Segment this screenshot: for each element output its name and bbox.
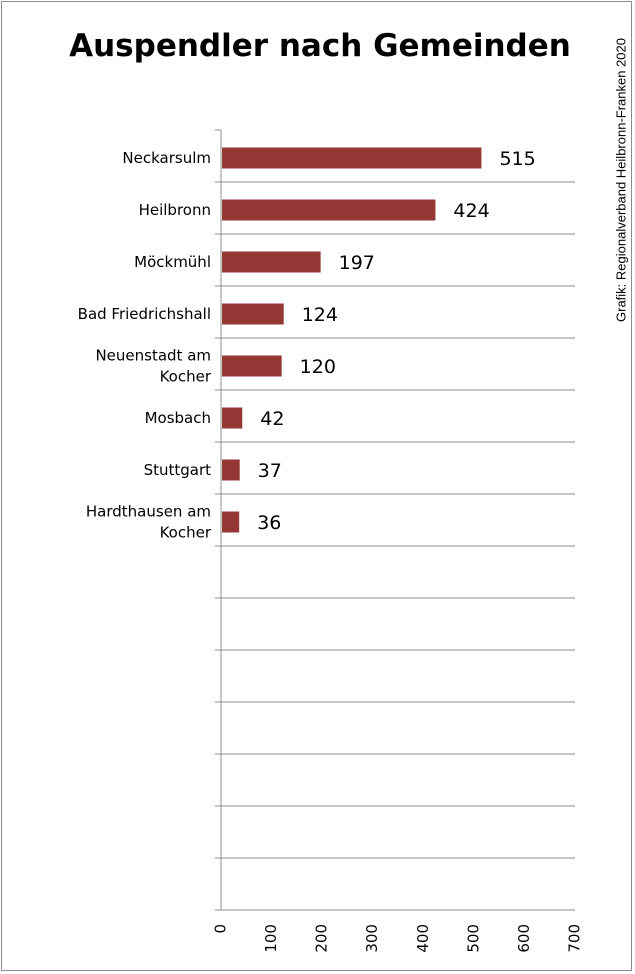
x-tick-label: 200 (313, 924, 331, 953)
x-tick-label: 300 (363, 924, 381, 953)
bar (222, 251, 321, 273)
category-label: Heilbronn (139, 201, 211, 219)
category-label: Mosbach (145, 409, 211, 427)
data-label: 42 (260, 408, 284, 430)
x-tick-label: 600 (515, 924, 533, 953)
category-label: Möckmühl (134, 253, 211, 271)
data-label: 36 (257, 512, 281, 534)
bar (222, 459, 240, 481)
x-tick-label: 700 (566, 924, 584, 953)
bar (222, 303, 284, 325)
data-label: 124 (302, 304, 338, 326)
x-tick-label: 400 (414, 924, 432, 953)
bar (222, 407, 243, 429)
category-label: Hardthausen am (86, 503, 211, 521)
axes (215, 129, 222, 911)
bar (222, 511, 240, 533)
data-label: 37 (258, 460, 282, 482)
bar (222, 147, 482, 169)
category-label: Kocher (160, 524, 212, 542)
bar (222, 355, 282, 377)
data-label: 197 (339, 252, 375, 274)
labels: 0 100 200 300 400 500 600 700 515 Neckarsulm 424 He… (78, 148, 584, 953)
data-label: 515 (499, 148, 535, 170)
category-label: Bad Friedrichshall (78, 305, 211, 323)
category-label: Stuttgart (144, 461, 212, 479)
x-tick-label: 0 (212, 924, 230, 934)
category-label: Neuenstadt am (95, 347, 211, 365)
chart-title: Auspendler nach Gemeinden (69, 28, 571, 64)
gridlines (221, 181, 575, 911)
x-tick-label: 100 (262, 924, 280, 953)
bar (222, 199, 436, 221)
x-tick-label: 500 (464, 924, 482, 953)
category-label: Neckarsulm (122, 149, 211, 167)
bars (222, 147, 482, 533)
category-label: Kocher (160, 368, 212, 386)
data-label: 120 (300, 356, 336, 378)
data-label: 424 (453, 200, 489, 222)
